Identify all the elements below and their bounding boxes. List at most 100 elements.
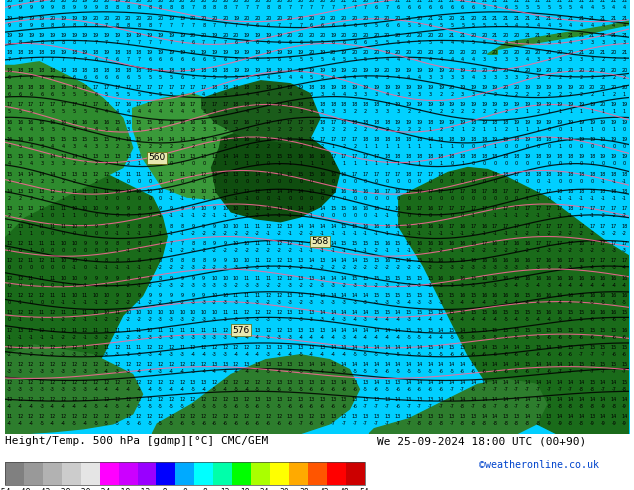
Text: -2: -2: [201, 265, 206, 270]
Text: 10: 10: [211, 293, 217, 298]
Text: -1: -1: [288, 231, 292, 236]
Text: 20: 20: [309, 50, 314, 55]
Text: -3: -3: [82, 352, 87, 357]
Text: 14: 14: [406, 363, 412, 368]
Text: 8: 8: [159, 5, 162, 10]
Text: 20: 20: [352, 33, 358, 38]
Text: 14: 14: [287, 189, 293, 194]
Text: 11: 11: [157, 328, 164, 333]
Text: 20: 20: [460, 50, 466, 55]
Text: -4: -4: [7, 404, 12, 409]
Text: -1: -1: [288, 213, 292, 219]
Text: -3: -3: [212, 283, 217, 288]
Text: 16: 16: [524, 241, 531, 246]
Text: -2: -2: [590, 248, 595, 253]
Text: 5: 5: [116, 92, 119, 97]
Text: 17: 17: [481, 206, 488, 212]
Text: 19: 19: [82, 33, 88, 38]
Text: 12: 12: [60, 380, 67, 385]
Text: -6: -6: [514, 352, 519, 357]
Text: 12: 12: [6, 276, 13, 281]
Text: 16: 16: [103, 120, 110, 125]
Text: 15: 15: [417, 328, 423, 333]
Text: 21: 21: [567, 33, 574, 38]
Text: -4: -4: [406, 300, 411, 305]
Text: 4: 4: [245, 92, 249, 97]
Text: 13: 13: [352, 397, 358, 402]
Text: 18: 18: [179, 68, 185, 73]
Text: -6: -6: [547, 352, 552, 357]
Text: 15: 15: [417, 311, 423, 316]
Text: 14: 14: [125, 137, 131, 142]
Text: 1: 1: [202, 144, 205, 149]
Text: 14: 14: [179, 137, 185, 142]
Text: -1: -1: [179, 213, 184, 219]
Text: -1: -1: [18, 300, 23, 305]
Text: 14: 14: [449, 380, 455, 385]
Text: 7: 7: [138, 57, 141, 62]
Text: 4: 4: [418, 57, 421, 62]
Bar: [194, 462, 213, 486]
Text: 17: 17: [611, 206, 617, 212]
Text: 18: 18: [287, 102, 293, 107]
Text: 8: 8: [159, 276, 162, 281]
Text: 17: 17: [546, 206, 552, 212]
Text: -2: -2: [277, 231, 281, 236]
Text: 15: 15: [524, 363, 531, 368]
Text: -8: -8: [503, 404, 508, 409]
Text: 2: 2: [321, 144, 324, 149]
Text: -2: -2: [179, 265, 184, 270]
Text: 14: 14: [449, 363, 455, 368]
Text: 2: 2: [461, 109, 464, 114]
Text: 16: 16: [535, 276, 541, 281]
Text: 14: 14: [503, 363, 509, 368]
Text: -4: -4: [482, 318, 487, 322]
Text: 12: 12: [287, 241, 293, 246]
Text: 3: 3: [159, 127, 162, 132]
Text: 2: 2: [450, 109, 453, 114]
Text: 9: 9: [181, 293, 184, 298]
Text: -2: -2: [547, 231, 552, 236]
Text: 9: 9: [30, 23, 32, 28]
Text: 7: 7: [245, 23, 249, 28]
Text: -5: -5: [611, 300, 616, 305]
Text: 20: 20: [449, 16, 455, 21]
Text: 2: 2: [353, 144, 356, 149]
Text: -1: -1: [460, 248, 465, 253]
Text: 12: 12: [28, 224, 34, 229]
Text: -4: -4: [590, 283, 595, 288]
Text: 17: 17: [157, 102, 164, 107]
Text: 1: 1: [148, 161, 152, 166]
Text: 13: 13: [546, 415, 552, 419]
Text: 11: 11: [114, 328, 120, 333]
Text: 12: 12: [114, 345, 120, 350]
Text: 5: 5: [41, 127, 44, 132]
Text: -3: -3: [547, 283, 552, 288]
Text: 20: 20: [320, 0, 325, 3]
Text: 19: 19: [395, 102, 401, 107]
Text: 14: 14: [373, 345, 380, 350]
Text: -5: -5: [417, 369, 422, 374]
Text: -4: -4: [320, 352, 325, 357]
Text: 1: 1: [569, 127, 572, 132]
Text: -1: -1: [169, 248, 174, 253]
Text: 19: 19: [567, 85, 574, 90]
Text: 16: 16: [600, 311, 606, 316]
Text: 20: 20: [276, 16, 282, 21]
Text: 17: 17: [71, 102, 77, 107]
Text: 19: 19: [524, 137, 531, 142]
Text: 0: 0: [429, 213, 432, 219]
Bar: [157, 462, 176, 486]
Text: -5: -5: [622, 318, 627, 322]
Text: 14: 14: [438, 397, 444, 402]
Text: 0: 0: [41, 265, 44, 270]
Text: 18: 18: [406, 154, 412, 159]
Text: 0: 0: [461, 213, 464, 219]
Text: 15: 15: [600, 363, 606, 368]
Text: 6: 6: [310, 23, 313, 28]
Text: 4: 4: [332, 74, 335, 80]
Text: 0: 0: [558, 179, 561, 184]
Text: 12: 12: [93, 363, 99, 368]
Text: 15: 15: [427, 345, 434, 350]
Text: -2: -2: [342, 265, 346, 270]
